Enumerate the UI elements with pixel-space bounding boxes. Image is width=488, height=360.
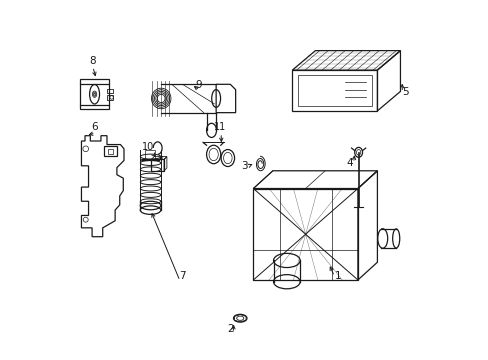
Bar <box>297 76 371 105</box>
Text: 6: 6 <box>91 122 98 132</box>
Bar <box>107 89 113 93</box>
Bar <box>108 149 113 154</box>
Text: 2: 2 <box>227 324 234 334</box>
Bar <box>107 95 113 100</box>
Text: 1: 1 <box>334 271 341 282</box>
Text: 3: 3 <box>240 161 247 171</box>
Bar <box>151 159 163 171</box>
Text: 5: 5 <box>402 87 408 97</box>
Text: 10: 10 <box>142 142 154 152</box>
Text: 8: 8 <box>89 56 95 66</box>
Text: 7: 7 <box>179 271 185 281</box>
Text: 9: 9 <box>195 80 202 90</box>
Text: 11: 11 <box>214 122 226 132</box>
Bar <box>145 149 155 159</box>
Text: 4: 4 <box>346 158 352 168</box>
